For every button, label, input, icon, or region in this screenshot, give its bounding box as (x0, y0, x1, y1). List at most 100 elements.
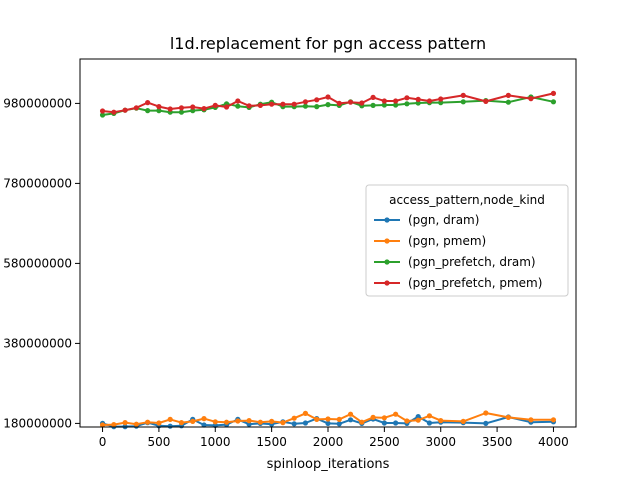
series-1 (99, 410, 557, 428)
data-point (528, 417, 534, 423)
data-point (133, 421, 139, 427)
data-point (438, 100, 444, 106)
data-point (550, 417, 557, 423)
x-tick-label: 3500 (482, 435, 513, 449)
data-point (393, 420, 399, 426)
legend-label: (pgn_prefetch, dram) (408, 255, 536, 269)
plot-area (79, 58, 577, 430)
x-tick-label: 3000 (425, 435, 456, 449)
data-point (415, 417, 421, 423)
data-point (550, 99, 557, 105)
data-point (483, 420, 489, 426)
legend-item: (pgn, pmem) (374, 234, 486, 248)
data-point (404, 101, 410, 107)
data-point (235, 103, 241, 109)
x-tick-label: 4000 (538, 435, 569, 449)
data-point (178, 109, 185, 115)
legend-marker (384, 217, 390, 223)
data-point (269, 101, 275, 107)
data-point (145, 100, 151, 106)
data-point (190, 418, 196, 424)
data-point (528, 96, 534, 102)
data-point (505, 99, 511, 105)
data-point (505, 92, 511, 98)
data-point (167, 416, 173, 422)
x-axis: 0 500 1000 1500 2000 2500 3000 3500 4000 (99, 427, 569, 449)
legend-label: (pgn, dram) (408, 213, 479, 227)
data-point (235, 98, 241, 104)
data-point (404, 95, 410, 101)
legend-marker (384, 280, 390, 286)
data-point (280, 420, 286, 426)
y-tick-label: 580000000 (3, 256, 72, 270)
data-point (257, 419, 263, 425)
data-point (235, 418, 241, 424)
data-point (347, 99, 354, 105)
x-tick-label: 2500 (369, 435, 400, 449)
legend-label: (pgn, pmem) (408, 234, 486, 248)
y-tick-label: 780000000 (3, 176, 72, 190)
legend-item: (pgn_prefetch, pmem) (374, 276, 542, 290)
data-point (381, 420, 387, 426)
x-tick-label: 0 (99, 435, 107, 449)
data-point (212, 102, 218, 108)
legend-item: (pgn_prefetch, dram) (374, 255, 536, 269)
data-point (460, 92, 466, 98)
data-point (381, 102, 387, 108)
data-point (99, 108, 106, 114)
data-point (122, 107, 128, 113)
data-point (426, 420, 433, 426)
data-point (393, 98, 399, 104)
legend-label: (pgn_prefetch, pmem) (408, 276, 542, 290)
data-point (223, 419, 230, 425)
data-point (347, 417, 354, 423)
data-point (291, 421, 297, 427)
data-point (314, 104, 320, 110)
data-point (201, 106, 207, 112)
data-point (550, 90, 557, 96)
data-point (178, 105, 185, 111)
legend: access_pattern,node_kind (pgn, dram) (pgn,… (365, 184, 569, 297)
data-point (302, 99, 309, 105)
data-point (359, 100, 365, 106)
data-point (336, 421, 342, 427)
data-point (325, 420, 331, 426)
data-point (483, 98, 489, 104)
data-point (505, 414, 511, 420)
data-point (415, 100, 421, 106)
data-point (325, 416, 331, 422)
data-point (314, 416, 320, 422)
data-point (145, 419, 151, 425)
data-point (223, 104, 230, 110)
data-point (370, 414, 376, 420)
data-point (438, 96, 444, 102)
data-point (336, 416, 342, 422)
data-point (314, 97, 320, 103)
x-tick-label: 1500 (256, 435, 287, 449)
data-point (404, 418, 410, 424)
data-point (178, 420, 185, 426)
x-axis-label: spinloop_iterations (267, 457, 390, 472)
data-point (302, 410, 309, 416)
data-point (460, 418, 466, 424)
data-point (122, 420, 128, 426)
data-point (426, 98, 433, 104)
legend-box (365, 184, 569, 297)
data-point (280, 101, 286, 107)
data-point (212, 419, 218, 425)
data-point (201, 422, 207, 428)
data-point (302, 420, 309, 426)
y-tick-label: 380000000 (3, 336, 72, 350)
data-point (460, 99, 466, 105)
data-point (370, 94, 376, 100)
x-tick-label: 1000 (200, 435, 231, 449)
data-point (393, 102, 399, 108)
data-point (426, 413, 433, 419)
data-point (99, 112, 106, 118)
data-point (370, 102, 376, 108)
series-3 (99, 90, 557, 115)
y-tick-label: 180000000 (3, 416, 72, 430)
legend-marker (384, 238, 390, 244)
x-tick-label: 2000 (313, 435, 344, 449)
